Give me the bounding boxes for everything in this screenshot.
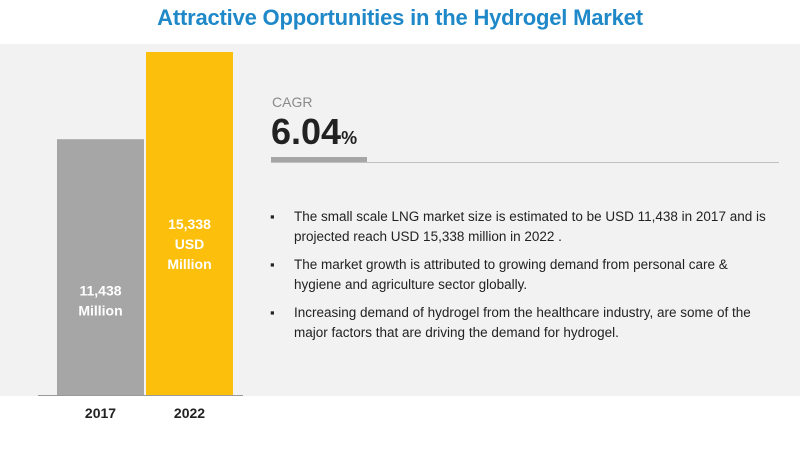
bullet-square-icon: ▪ (270, 209, 275, 224)
cagr-value-block: 6.04% (271, 112, 357, 158)
key-point-3: ▪ Increasing demand of hydrogel from the … (270, 303, 770, 343)
cagr-label: CAGR (272, 94, 313, 110)
key-point-text: The market growth is attributed to growi… (294, 257, 728, 292)
key-points-list: ▪ The small scale LNG market size is esti… (270, 207, 770, 351)
bullet-square-icon: ▪ (270, 305, 275, 320)
bar-2017 (57, 139, 144, 395)
key-point-1: ▪ The small scale LNG market size is esti… (270, 207, 770, 247)
page-title: Attractive Opportunities in the Hydrogel… (157, 5, 643, 30)
bar-data-label: Million (78, 302, 122, 318)
key-point-text: The small scale LNG market size is estim… (294, 209, 766, 244)
x-tick-label: 2022 (174, 405, 205, 421)
bar-data-label: 15,338 (168, 216, 211, 232)
bar-data-label: 11,438 (79, 282, 121, 298)
bar-data-label: Million (167, 256, 211, 272)
bullet-square-icon: ▪ (270, 257, 275, 272)
cagr-unit: % (341, 128, 358, 148)
bar-data-label: USD (175, 236, 205, 252)
bar-2022 (146, 52, 233, 395)
cagr-divider (271, 162, 779, 163)
cagr-value: 6.04 (271, 111, 342, 152)
x-axis-line (38, 395, 243, 396)
key-point-2: ▪ The market growth is attributed to grow… (270, 255, 770, 295)
key-point-text: Increasing demand of hydrogel from the h… (294, 305, 751, 340)
cagr-underline-accent (271, 157, 367, 162)
x-tick-label: 2017 (85, 405, 116, 421)
